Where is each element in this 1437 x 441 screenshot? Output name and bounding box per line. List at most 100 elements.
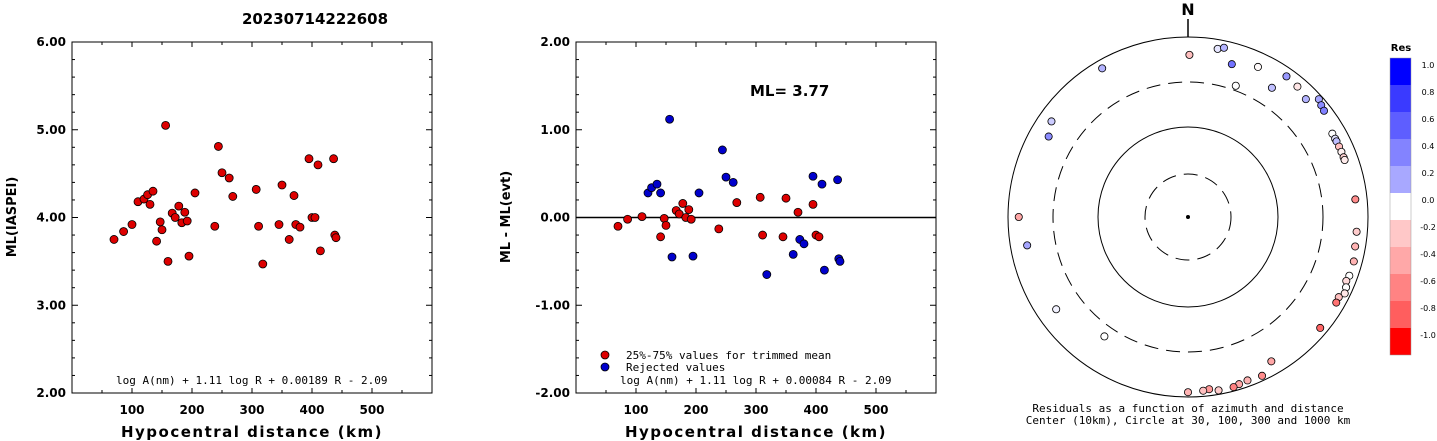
colorbar-cell [1390,301,1411,328]
polar-point [1199,386,1208,395]
colorbar-cell [1390,274,1411,301]
x-tick-label: 400 [299,403,324,417]
y-tick-label: 0.00 [540,211,570,225]
colorbar-cell [1390,166,1411,193]
legend-label-trimmed: 25%-75% values for trimmed mean [626,349,831,362]
panel-polar-residuals: N Residuals as a function of azimuth and… [1007,0,1369,427]
rejected-point [652,179,662,189]
data-point [304,154,314,164]
polar-point [1229,383,1238,392]
data-point [284,235,294,244]
rejected-point [799,239,809,249]
data-point [109,235,119,244]
data-point [295,222,305,232]
polar-point [1340,289,1349,298]
polar-point [1098,64,1107,73]
trimmed-point [623,214,632,224]
rejected-point [656,188,665,198]
data-point [157,225,167,235]
data-point [127,220,137,229]
rejected-point [788,249,798,259]
x-tick-label: 500 [863,403,888,417]
y-tick-label: 2.00 [540,35,570,49]
trimmed-point [637,212,647,222]
data-point [310,213,320,222]
rejected-point [808,171,818,181]
data-point [224,173,234,183]
polar-points [1014,43,1361,397]
polar-point [1351,195,1360,204]
colorbar-tick-label: 0.2 [1422,169,1435,178]
ring-30km [1144,173,1232,261]
data-point [251,185,261,194]
data-point [163,256,173,266]
colorbar-frame [1389,57,1412,356]
colorbar-tick-label: 0.4 [1422,142,1435,151]
data-point [210,221,220,231]
colorbar-cell [1390,247,1411,274]
data-point [313,160,323,170]
legend-label-rejected: Rejected values [626,361,725,374]
polar-point [1293,82,1302,91]
colorbar-cell [1390,139,1411,166]
polar-caption-line1: Residuals as a function of azimuth and d… [1032,402,1343,415]
x-tick-label: 200 [179,403,204,417]
trimmed-point [656,232,665,242]
colorbar-tick-label: 0.0 [1422,196,1435,205]
trimmed-point [755,192,765,202]
formula-label: log A(nm) + 1.11 log R + 0.00189 R - 2.0… [116,374,388,387]
colorbar-cell [1390,220,1411,247]
y-tick-label: 5.00 [36,123,66,137]
formula-label: log A(nm) + 1.11 log R + 0.00084 R - 2.0… [620,374,892,387]
x-axis-label: Hypocentral distance (km) [121,423,383,441]
colorbar-cell [1390,112,1411,139]
polar-caption-line2: Center (10km), Circle at 30, 100, 300 an… [1026,414,1351,427]
colorbar-cell [1390,85,1411,112]
x-tick-label: 300 [239,403,264,417]
data-point [254,221,264,231]
polar-point [1047,117,1056,126]
polar-point [1052,305,1061,314]
y-tick-label: -2.00 [535,386,570,400]
trimmed-point [661,220,671,230]
polar-point [1340,155,1349,164]
rejected-point [718,145,727,155]
trimmed-point [808,199,818,209]
colorbar-cell [1390,328,1411,355]
legend-marker-trimmed [600,350,610,360]
polar-point [1319,106,1328,115]
trimmed-point [781,193,791,203]
ring-300km [1052,81,1324,353]
polar-point [1100,332,1109,341]
y-tick-label: 4.00 [36,211,66,225]
rejected-point [833,175,842,185]
trimmed-point [714,224,724,234]
tick-marks: 100 200 300 400 500 2.00 3.00 4.00 5.00 6.00 [36,35,432,417]
x-tick-label: 100 [119,403,144,417]
colorbar-cells: 1.0 0.8 0.6 0.4 0.2 0.0 -0.2 -0.4 -0.6 -0.8 -1.0 [1389,57,1436,356]
y-axis-label: ML(IASPEI) [5,177,20,258]
data-point [174,201,184,211]
polar-point [1267,357,1276,366]
data-point [329,154,339,164]
data-point [258,259,268,269]
outer-circle [1007,36,1369,398]
polar-point [1023,241,1032,250]
data-point [217,168,227,178]
data-points [613,114,845,279]
trimmed-point [613,221,623,231]
rejected-point [667,252,677,262]
tick-marks: 100 200 300 400 500 -2.00 -1.00 0.00 1.00 2.00 [535,35,936,417]
colorbar: Res 1.0 0.8 0.6 0.4 0.2 0.0 -0.2 -0.4 -0.6 -0.8 -1… [1389,43,1436,356]
data-point [161,120,171,130]
data-point [190,188,200,198]
x-axis-label: Hypocentral distance (km) [625,423,887,441]
polar-point [1184,388,1193,397]
data-point [184,251,194,261]
x-tick-label: 100 [623,403,648,417]
rejected-point [817,179,827,189]
polar-point [1316,323,1325,332]
colorbar-cell [1390,58,1411,85]
data-point [274,220,284,229]
rejected-point [762,270,772,279]
